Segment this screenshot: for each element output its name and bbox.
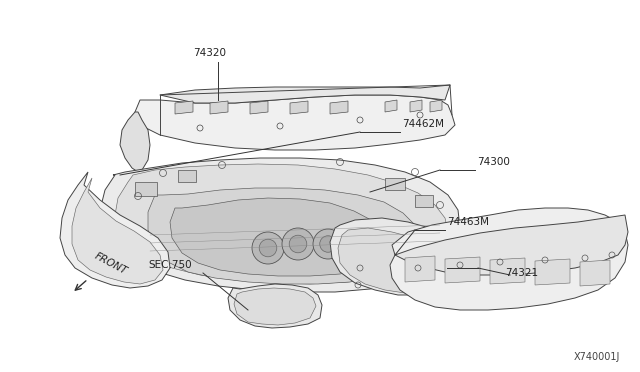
Polygon shape <box>580 260 610 286</box>
Polygon shape <box>385 178 405 190</box>
Polygon shape <box>330 218 465 295</box>
Polygon shape <box>60 172 170 288</box>
Text: 74462M: 74462M <box>402 119 444 129</box>
Text: SEC.750: SEC.750 <box>148 260 191 270</box>
Circle shape <box>320 236 336 252</box>
Polygon shape <box>250 101 268 114</box>
Polygon shape <box>178 170 196 182</box>
Polygon shape <box>290 101 308 114</box>
Polygon shape <box>445 257 480 283</box>
Text: X740001J: X740001J <box>573 352 620 362</box>
Polygon shape <box>120 112 150 172</box>
Polygon shape <box>170 198 390 276</box>
Polygon shape <box>430 100 442 112</box>
Circle shape <box>252 232 284 264</box>
Polygon shape <box>415 195 433 207</box>
Polygon shape <box>405 256 435 282</box>
Polygon shape <box>490 258 525 284</box>
Polygon shape <box>390 208 628 310</box>
Text: 74321: 74321 <box>505 268 538 278</box>
Polygon shape <box>135 95 455 150</box>
Polygon shape <box>160 85 450 103</box>
Circle shape <box>282 228 314 260</box>
Polygon shape <box>330 101 348 114</box>
Polygon shape <box>148 188 420 284</box>
Polygon shape <box>135 182 157 196</box>
Text: FRONT: FRONT <box>93 250 129 276</box>
Polygon shape <box>234 288 316 325</box>
Text: 74463M: 74463M <box>447 217 489 227</box>
Polygon shape <box>338 228 450 293</box>
Polygon shape <box>100 158 460 292</box>
Text: 74300: 74300 <box>477 157 510 167</box>
Circle shape <box>289 235 307 253</box>
Polygon shape <box>175 101 193 114</box>
Polygon shape <box>228 284 322 328</box>
Polygon shape <box>385 100 397 112</box>
Polygon shape <box>210 101 228 114</box>
Circle shape <box>259 239 277 257</box>
Polygon shape <box>115 164 448 284</box>
Polygon shape <box>410 100 422 112</box>
Polygon shape <box>72 178 163 284</box>
Polygon shape <box>535 259 570 285</box>
Circle shape <box>313 229 343 259</box>
Polygon shape <box>395 215 628 275</box>
Text: 74320: 74320 <box>193 48 226 58</box>
